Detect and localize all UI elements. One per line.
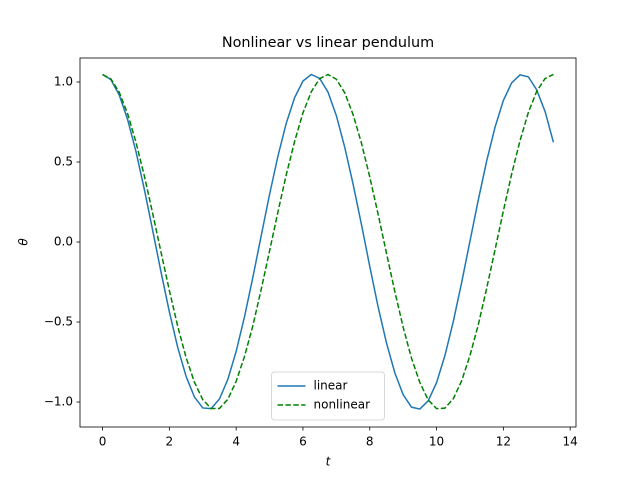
data-line xyxy=(102,73,554,410)
legend: linear nonlinear xyxy=(271,371,385,421)
y-tick-label: −1.0 xyxy=(44,395,73,409)
x-tick-label: 10 xyxy=(429,435,444,449)
y-tick-label: −0.5 xyxy=(44,315,73,329)
legend-label: linear xyxy=(314,379,348,393)
x-tick-label: 4 xyxy=(232,435,240,449)
legend-box xyxy=(271,371,385,421)
x-axis-label: t xyxy=(326,455,332,469)
y-axis-label: θ xyxy=(17,238,31,246)
plot-frame xyxy=(79,57,577,428)
data-line xyxy=(102,73,555,410)
legend-label: nonlinear xyxy=(314,398,371,412)
x-tick-label: 6 xyxy=(299,435,307,449)
x-tick-label: 8 xyxy=(366,435,374,449)
x-tick-label: 0 xyxy=(99,435,107,449)
x-tick-label: 2 xyxy=(166,435,174,449)
x-tick-label: 14 xyxy=(563,435,578,449)
y-tick-label: 0.0 xyxy=(54,235,73,249)
chart-title: Nonlinear vs linear pendulum xyxy=(222,35,434,51)
y-tick-label: 0.5 xyxy=(54,155,73,169)
y-tick-label: 1.0 xyxy=(54,75,73,89)
x-tick-label: 12 xyxy=(496,435,511,449)
